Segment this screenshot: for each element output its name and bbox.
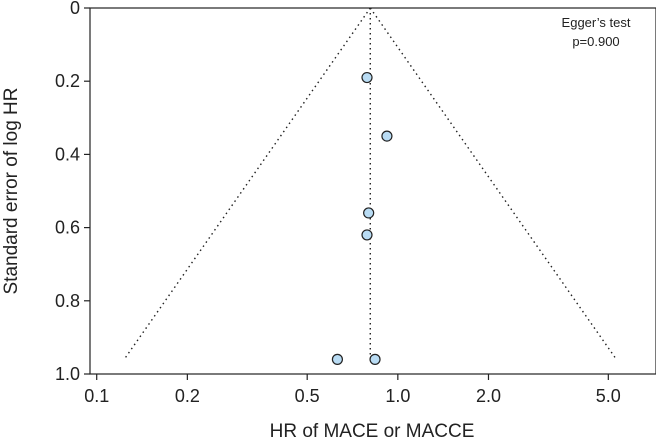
x-tick-label-2: 0.2 bbox=[175, 386, 200, 406]
y-tick-label-2: 0.2 bbox=[55, 71, 80, 91]
y-tick-label-6: 1.0 bbox=[55, 364, 80, 384]
x-axis-ticks: 0.1 0.2 0.5 1.0 2.0 5.0 bbox=[84, 374, 621, 406]
eggers-p-value: p=0.900 bbox=[572, 34, 619, 49]
y-tick-label-3: 0.4 bbox=[55, 144, 80, 164]
data-point-4 bbox=[361, 229, 373, 241]
y-tick-label-1: 0 bbox=[70, 0, 80, 18]
funnel-lines bbox=[123, 7, 617, 360]
y-tick-label-4: 0.6 bbox=[55, 218, 80, 238]
x-tick-label-3: 0.5 bbox=[295, 386, 320, 406]
funnel-left-limit bbox=[123, 7, 371, 360]
y-axis-ticks: 0 0.2 0.4 0.6 0.8 1.0 bbox=[55, 0, 90, 384]
x-tick-label-5: 2.0 bbox=[476, 386, 501, 406]
funnel-right-limit bbox=[369, 7, 617, 360]
y-tick-label-5: 0.8 bbox=[55, 291, 80, 311]
x-tick-label-1: 0.1 bbox=[84, 386, 109, 406]
data-point-1 bbox=[361, 71, 373, 84]
x-tick-label-4: 1.0 bbox=[385, 386, 410, 406]
data-point-5 bbox=[331, 353, 344, 365]
data-point-3 bbox=[363, 207, 375, 219]
x-axis-title: HR of MACE or MACCE bbox=[270, 421, 475, 441]
x-tick-label-6: 5.0 bbox=[596, 386, 621, 406]
y-axis-title: Standard error of log HR bbox=[1, 88, 22, 295]
data-point-2 bbox=[381, 130, 393, 142]
plot-frame bbox=[89, 7, 656, 375]
data-point-6 bbox=[369, 353, 381, 365]
data-points bbox=[331, 71, 393, 365]
eggers-test-label: Egger’s test bbox=[562, 15, 631, 30]
